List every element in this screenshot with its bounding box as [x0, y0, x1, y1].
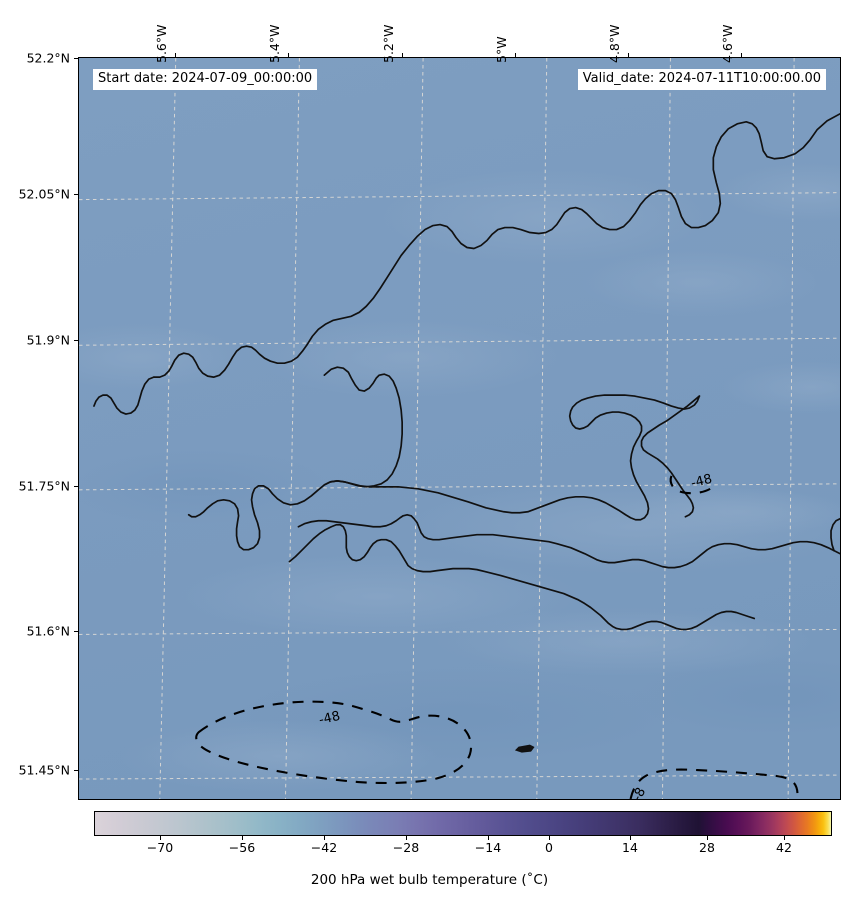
xtick-label-4.8w: 4.8°W — [607, 24, 622, 64]
gridline-lon-5.2 — [410, 58, 424, 799]
cbtick-label-0: 0 — [545, 840, 553, 855]
gridline-lon-4.8 — [661, 58, 671, 799]
cbtick-label--70: −70 — [146, 840, 174, 855]
cbtick-mark--42 — [324, 836, 325, 840]
cbtick-mark--56 — [242, 836, 243, 840]
ytick-label-52.05: 52.05°N — [18, 186, 70, 202]
cbtick-mark-0 — [549, 836, 550, 840]
gridline-lat-52.05 — [79, 192, 840, 201]
coastline-west-tip — [93, 376, 155, 415]
cbtick-label-28: 28 — [699, 840, 715, 855]
cbtick-label--56: −56 — [228, 840, 256, 855]
contour-lines — [195, 475, 799, 799]
cbtick-label-14: 14 — [622, 840, 638, 855]
colorbar-title: 200 hPa wet bulb temperature (˚C) — [310, 872, 549, 888]
cbtick-mark--28 — [406, 836, 407, 840]
ytick-label-51.45: 51.45°N — [18, 762, 70, 778]
cbtick-label--42: −42 — [310, 840, 338, 855]
ytick-label-52.2: 52.2°N — [26, 50, 70, 66]
map-axes[interactable]: Start date: 2024-07-09_00:00:00 Valid_da… — [78, 57, 841, 800]
coastline-east-hook — [830, 517, 840, 552]
xtick-label-5.4w: 5.4°W — [267, 24, 282, 64]
xtick-mark-5.4w — [288, 53, 289, 57]
gridline-lon-5.0 — [536, 58, 548, 799]
ytick-mark-51.6 — [74, 631, 78, 632]
gridlines — [79, 58, 840, 799]
colorbar-gradient — [95, 812, 831, 835]
coastline — [93, 113, 840, 631]
cbtick-mark-28 — [707, 836, 708, 840]
gridline-lat-51.90 — [79, 337, 840, 346]
xtick-mark-4.8w — [628, 53, 629, 57]
coastline-swansea-bay — [323, 394, 701, 521]
ytick-mark-52.2 — [74, 58, 78, 59]
ytick-mark-51.9 — [74, 340, 78, 341]
gridline-lat-51.75 — [79, 483, 840, 491]
ytick-mark-51.45 — [74, 770, 78, 771]
ytick-mark-52.05 — [74, 194, 78, 195]
island — [514, 744, 535, 753]
gridline-lat-51.60 — [79, 628, 840, 635]
cbtick-label--28: −28 — [392, 840, 420, 855]
xtick-label-5.6w: 5.6°W — [154, 24, 169, 64]
ytick-label-51.9: 51.9°N — [26, 332, 70, 348]
coastline-north — [152, 113, 840, 378]
xtick-label-5.0w: 5°W — [494, 36, 509, 63]
gridline-lon-5.4 — [284, 58, 300, 799]
xtick-mark-4.6w — [741, 53, 742, 57]
xtick-mark-5.6w — [175, 53, 176, 57]
contour-fragment-right — [669, 475, 716, 495]
gridline-lon-4.6 — [787, 58, 795, 799]
coastline-gower — [187, 366, 403, 551]
cbtick-mark-42 — [784, 836, 785, 840]
coastline-east — [750, 540, 840, 555]
cbtick-label-42: 42 — [776, 840, 792, 855]
cbtick-mark--14 — [488, 836, 489, 840]
ytick-label-51.75: 51.75°N — [18, 478, 70, 494]
cbtick-label--14: −14 — [474, 840, 502, 855]
coastline-estuary — [288, 523, 756, 631]
contour-ring-left — [195, 700, 473, 785]
colorbar[interactable] — [94, 811, 832, 836]
field-anomalies — [79, 162, 840, 793]
coastline-mumbles — [640, 395, 701, 518]
ytick-mark-51.75 — [74, 486, 78, 487]
xtick-label-5.2w: 5.2°W — [381, 24, 396, 64]
gridline-lon-5.6 — [159, 58, 177, 799]
map-canvas — [79, 58, 840, 799]
gridline-lat-51.45 — [79, 774, 840, 780]
xtick-mark-5.0w — [515, 53, 516, 57]
cbtick-mark-14 — [630, 836, 631, 840]
coastline-south-gower — [297, 513, 753, 569]
xtick-mark-5.2w — [402, 53, 403, 57]
cbtick-mark--70 — [160, 836, 161, 840]
contour-bottom-right — [629, 768, 799, 799]
xtick-label-4.6w: 4.6°W — [720, 24, 735, 64]
ytick-label-51.6: 51.6°N — [26, 623, 70, 639]
